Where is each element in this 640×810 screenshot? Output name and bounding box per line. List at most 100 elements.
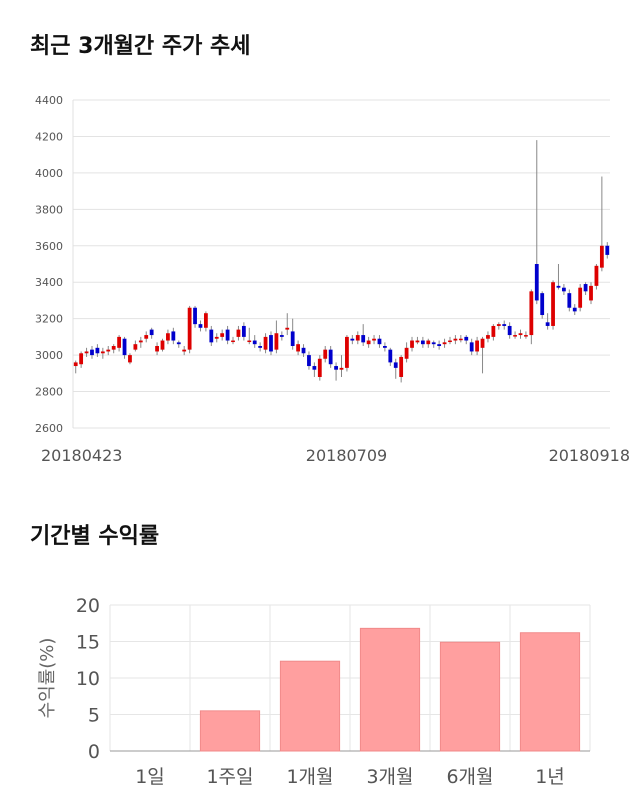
price-candle — [448, 340, 452, 343]
return-bar — [439, 641, 501, 752]
price-candle — [182, 349, 187, 352]
price-candle — [296, 344, 301, 352]
price-y-tick-label: 4200 — [35, 130, 63, 143]
price-candle — [426, 340, 431, 345]
return-x-tick-label: 1주일 — [206, 766, 253, 788]
period-return-title: 기간별 수익률 — [30, 524, 160, 549]
price-candle — [160, 340, 165, 350]
price-candle — [214, 336, 219, 339]
price-candle — [100, 351, 105, 354]
price-x-tick-label: 20180423 — [41, 446, 122, 465]
price-x-tick-label: 20180918 — [549, 446, 630, 465]
price-candlestick-chart: 2600 2800 3000 3200 3400 3600 3800 4000 4200 4400… — [35, 94, 630, 465]
price-candle — [366, 340, 371, 345]
return-y-tick-label: 5 — [88, 705, 100, 727]
price-candle — [388, 349, 393, 363]
price-candle — [225, 329, 230, 341]
price-candle — [350, 338, 355, 341]
price-candle — [518, 333, 523, 336]
price-candle — [263, 336, 268, 350]
price-candle — [193, 307, 197, 325]
price-candle — [583, 284, 588, 292]
price-candle — [312, 366, 317, 370]
price-candle — [502, 324, 507, 326]
price-candle — [339, 367, 344, 370]
price-candle — [307, 355, 311, 367]
return-x-tick-label: 1년 — [535, 766, 565, 788]
price-candle — [475, 340, 480, 352]
price-y-tick-label: 3800 — [35, 203, 63, 216]
price-candle — [507, 325, 512, 336]
price-candle — [442, 342, 447, 345]
price-candle — [567, 293, 572, 308]
price-candle — [513, 335, 517, 337]
price-candle — [209, 329, 214, 343]
price-y-tick-label: 3000 — [35, 349, 63, 362]
price-candle — [480, 338, 485, 348]
price-candle — [453, 338, 458, 341]
price-candle — [122, 338, 127, 356]
price-candle — [345, 336, 349, 368]
price-candle — [496, 324, 501, 326]
price-y-tick-label: 4400 — [35, 94, 63, 107]
price-candle — [317, 358, 322, 377]
price-candle — [355, 335, 360, 341]
price-candle — [561, 287, 566, 292]
return-bar — [359, 627, 421, 752]
price-candle — [203, 313, 208, 328]
price-candle — [252, 340, 257, 345]
return-bar — [519, 632, 581, 752]
price-candle — [578, 287, 583, 308]
price-candle — [323, 349, 328, 359]
price-candle — [556, 285, 561, 288]
price-candle — [382, 346, 387, 348]
price-candle — [198, 324, 203, 328]
price-y-tick-label: 3600 — [35, 240, 63, 253]
price-candle — [458, 338, 463, 341]
price-candle — [572, 307, 577, 312]
price-y-tick-label: 2600 — [35, 422, 63, 435]
price-candle — [594, 265, 599, 286]
price-candle — [258, 346, 263, 348]
price-candle — [301, 347, 306, 354]
price-candle — [144, 335, 149, 339]
price-candle — [117, 336, 122, 348]
price-candle — [155, 346, 159, 352]
price-candle — [486, 335, 490, 339]
price-candle — [176, 342, 181, 345]
price-candle — [84, 351, 89, 354]
price-y-tick-label: 4000 — [35, 167, 63, 180]
return-bar — [199, 710, 261, 752]
price-candle — [128, 355, 132, 363]
price-candle — [95, 347, 100, 354]
price-candle — [328, 349, 333, 365]
return-x-tick-label: 1개월 — [286, 766, 333, 788]
price-candle — [415, 340, 420, 343]
return-y-tick-label: 0 — [88, 741, 100, 763]
price-candle — [372, 338, 376, 341]
price-candle — [399, 356, 404, 377]
return-x-tick-label: 1일 — [135, 766, 165, 788]
price-candle — [469, 342, 474, 352]
return-y-tick-label: 15 — [76, 632, 100, 654]
price-candle — [73, 362, 78, 367]
price-candle — [106, 349, 111, 352]
price-candle — [377, 338, 382, 345]
return-y-tick-label: 10 — [76, 668, 100, 690]
return-y-axis-label: 수익률(%) — [37, 638, 58, 719]
price-candle — [231, 340, 235, 343]
return-bar — [279, 660, 341, 752]
price-candle — [274, 333, 279, 350]
price-candle — [437, 344, 442, 346]
price-candle — [187, 307, 192, 350]
price-candle — [111, 346, 116, 350]
price-candle — [79, 353, 84, 365]
price-candle — [393, 362, 398, 368]
price-candle — [290, 331, 295, 346]
price-candle — [524, 335, 528, 337]
price-candle — [285, 327, 290, 330]
period-return-bar-chart: 0 5 10 15 20 1일 1주일 1개월 3개월 6개월 1년 수익률(%) — [37, 595, 591, 788]
price-candle — [361, 335, 366, 343]
price-y-tick-label: 3400 — [35, 276, 63, 289]
price-candle — [247, 340, 252, 343]
